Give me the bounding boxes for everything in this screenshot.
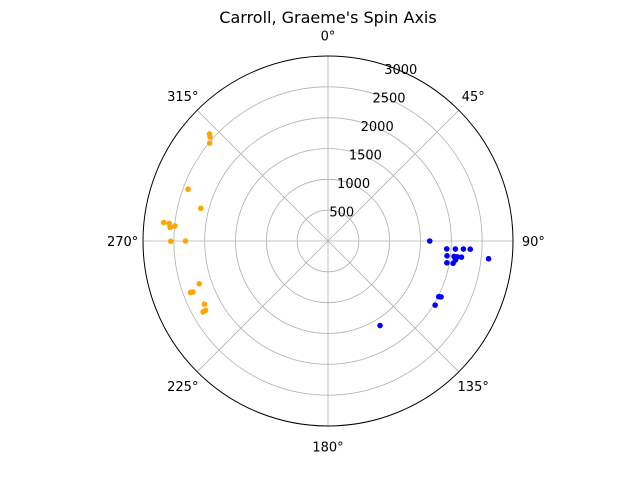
data-points bbox=[160, 131, 492, 329]
angular-tick-label: 225° bbox=[167, 380, 198, 395]
data-point bbox=[426, 238, 433, 244]
radial-gridline bbox=[204, 117, 452, 365]
data-point bbox=[167, 238, 174, 245]
data-point bbox=[201, 301, 208, 308]
angular-tick-labels: 0° 45° 90° 135° 180° 225° 270° 315° bbox=[107, 30, 545, 456]
radial-tick-labels: 500 1000 1500 2000 2500 3000 bbox=[329, 63, 417, 220]
data-point bbox=[206, 140, 213, 146]
data-point bbox=[200, 309, 206, 315]
radial-tick-label: 1000 bbox=[337, 177, 370, 192]
radial-tick-label: 2500 bbox=[372, 92, 405, 107]
radial-gridline bbox=[296, 209, 360, 273]
radial-gridline bbox=[235, 148, 421, 334]
data-point bbox=[160, 219, 167, 226]
chart-title: Carroll, Graeme's Spin Axis bbox=[219, 8, 436, 27]
data-point bbox=[485, 255, 492, 262]
radial-tick-label: 2000 bbox=[361, 120, 394, 135]
data-point bbox=[452, 246, 459, 252]
data-point bbox=[443, 246, 450, 252]
data-point bbox=[196, 281, 203, 287]
radial-tick-label: 1500 bbox=[349, 149, 382, 164]
angular-tick-label: 90° bbox=[522, 235, 545, 250]
data-point bbox=[432, 302, 438, 308]
angular-tick-label: 270° bbox=[107, 235, 138, 250]
angular-tick-label: 0° bbox=[321, 30, 336, 45]
data-point bbox=[438, 294, 444, 300]
data-point bbox=[467, 246, 474, 252]
angular-tick-label: 135° bbox=[458, 380, 489, 395]
data-point bbox=[185, 186, 191, 193]
data-point bbox=[444, 260, 450, 266]
data-point bbox=[458, 254, 465, 260]
data-point bbox=[450, 260, 456, 267]
radial-gridline bbox=[265, 178, 391, 304]
data-point bbox=[206, 131, 213, 137]
angular-tick-label: 315° bbox=[167, 90, 198, 105]
radial-tick-label: 3000 bbox=[384, 63, 417, 78]
data-point bbox=[197, 205, 204, 212]
data-point bbox=[460, 246, 467, 252]
polar-grid bbox=[142, 55, 514, 427]
series-1 bbox=[377, 238, 492, 329]
data-point bbox=[444, 253, 450, 259]
data-point bbox=[167, 224, 173, 231]
angular-tick-label: 45° bbox=[462, 90, 485, 105]
series-2 bbox=[160, 131, 213, 315]
radial-tick-label: 500 bbox=[329, 206, 354, 221]
data-point bbox=[182, 238, 189, 244]
radial-gridline bbox=[173, 86, 483, 396]
data-point bbox=[172, 223, 178, 229]
data-point bbox=[377, 322, 383, 329]
angular-tick-label: 180° bbox=[312, 440, 343, 455]
polar-frame bbox=[142, 55, 514, 427]
data-point bbox=[187, 289, 194, 296]
